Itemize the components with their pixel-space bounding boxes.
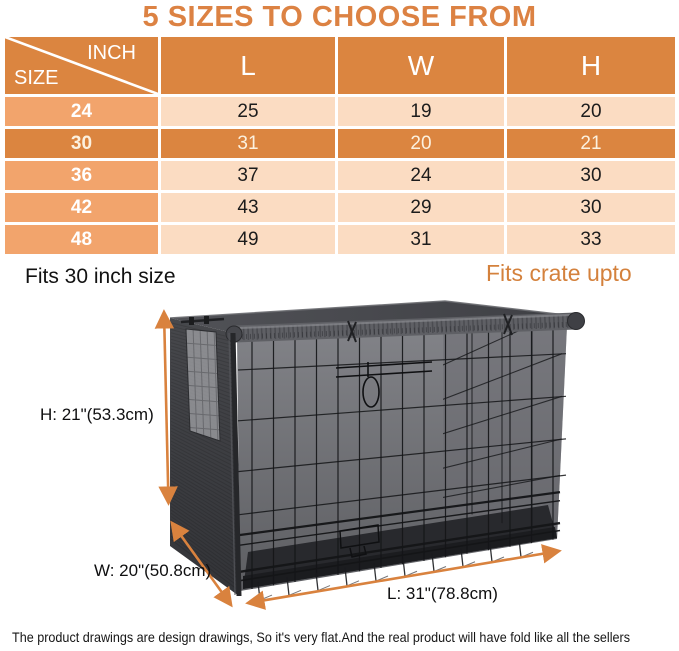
table-corner-cell: INCH SIZE xyxy=(5,37,158,94)
fits-crate-label: Fits crate upto xyxy=(486,260,632,286)
disclaimer-caption: The product drawings are design drawings… xyxy=(12,629,631,645)
table-cell: 33 xyxy=(507,225,675,254)
table-cell: 43 xyxy=(161,193,335,222)
table-row-size: 24 xyxy=(5,97,158,126)
table-cell: 29 xyxy=(338,193,504,222)
height-dimension-label: H: 21"(53.3cm) xyxy=(40,405,154,424)
table-cell: 30 xyxy=(507,193,675,222)
length-arrow xyxy=(245,544,562,610)
table-cell-highlighted: 20 xyxy=(338,129,504,158)
table-cell-highlighted: 21 xyxy=(507,129,675,158)
side-window xyxy=(180,316,225,442)
height-arrow xyxy=(154,309,178,506)
table-cell-highlighted: 31 xyxy=(161,129,335,158)
table-cell: 25 xyxy=(161,97,335,126)
column-header-l: L xyxy=(161,37,335,94)
fits-size-label: Fits 30 inch size xyxy=(25,265,176,288)
side-wire-mesh xyxy=(443,326,563,539)
size-table: INCH SIZE L W H 24 25 19 20 30 31 20 21 … xyxy=(5,37,675,254)
table-cell: 37 xyxy=(161,161,335,190)
door-latch xyxy=(335,361,433,408)
width-arrow xyxy=(170,520,233,608)
table-row-size-highlighted: 30 xyxy=(5,129,158,158)
table-cell: 24 xyxy=(338,161,504,190)
table-cell: 31 xyxy=(338,225,504,254)
table-row-size: 42 xyxy=(5,193,158,222)
rolled-cover xyxy=(225,312,585,343)
page-title: 5 SIZES TO CHOOSE FROM xyxy=(142,1,537,33)
width-dimension-label: W: 20"(50.8cm) xyxy=(94,561,212,580)
table-row-size: 36 xyxy=(5,161,158,190)
column-header-h: H xyxy=(507,37,675,94)
column-header-w: W xyxy=(338,37,504,94)
crate-body xyxy=(169,300,585,601)
cover-tie xyxy=(347,313,513,343)
table-cell: 49 xyxy=(161,225,335,254)
table-row-size: 48 xyxy=(5,225,158,254)
table-cell: 30 xyxy=(507,161,675,190)
table-cell: 19 xyxy=(338,97,504,126)
dimension-arrows xyxy=(154,309,562,610)
corner-label-inch: INCH xyxy=(87,42,136,64)
diagonal-divider xyxy=(5,37,158,94)
table-cell: 20 xyxy=(507,97,675,126)
corner-label-size: SIZE xyxy=(14,67,59,89)
length-dimension-label: L: 31"(78.8cm) xyxy=(387,584,498,603)
